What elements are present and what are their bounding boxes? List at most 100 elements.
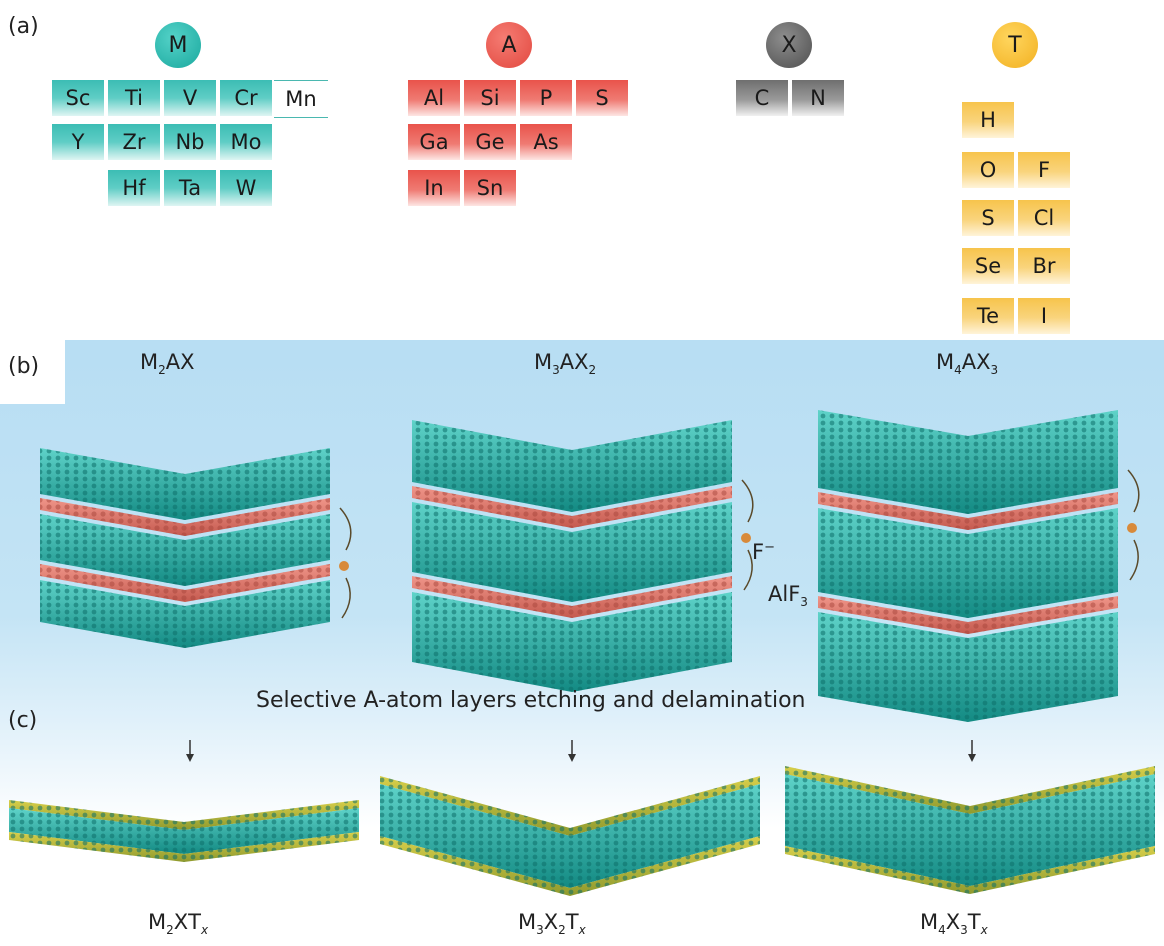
m-layer-block-atoms <box>40 448 330 520</box>
element-cell: Nb <box>164 124 216 160</box>
m-layer-block-atoms <box>412 420 732 512</box>
panel-label-b: (b) <box>8 354 40 379</box>
element-cell: C <box>736 80 788 116</box>
m-layer-block-atoms <box>818 410 1118 514</box>
element-cell: Te <box>962 298 1014 334</box>
reaction-arrow <box>341 577 351 619</box>
reaction-arrow <box>1127 469 1140 513</box>
etching-caption: Selective A-atom layers etching and dela… <box>256 688 806 713</box>
m-layer-block-atoms <box>412 592 732 692</box>
mxene-label-m4x3tx: M4X3Tx <box>920 910 988 937</box>
fluoride-ion-label: F− <box>752 540 775 564</box>
a-atom-layer-atoms <box>818 596 1118 634</box>
a-element-group: A Al Si P S Ga Ge As In Sn <box>408 22 638 232</box>
element-cell: Ta <box>164 170 216 206</box>
reaction-arrow <box>1129 539 1139 581</box>
reaction-arrow <box>743 549 753 591</box>
reaction-arrow <box>741 479 754 523</box>
a-atom-layer-atoms <box>40 564 330 602</box>
element-cell: Ti <box>108 80 160 116</box>
formula-subscript: 4 <box>954 363 962 378</box>
formula-symbol: M <box>148 910 167 934</box>
a-atom-layer-atoms <box>40 498 330 536</box>
element-cell: Cr <box>220 80 272 116</box>
formula-symbol: M <box>518 910 537 934</box>
formula-symbol: X <box>945 910 961 934</box>
max-phase-label-m2ax: M2AX <box>140 350 195 377</box>
surface-termination-layer-atoms <box>9 800 359 830</box>
formula-subscript: 3 <box>800 595 808 610</box>
mxene-label-m2xtx: M2XTx <box>148 910 208 937</box>
panel-label-c: (c) <box>8 708 38 733</box>
element-cell: S <box>962 200 1014 236</box>
element-cell: V <box>164 80 216 116</box>
alf3-label: AlF3 <box>768 582 808 609</box>
a-symbol-circle: A <box>486 22 532 68</box>
element-cell: Y <box>52 124 104 160</box>
max-phase-label-m4ax3: M4AX3 <box>936 350 998 377</box>
element-cell: In <box>408 170 460 206</box>
formula-symbol: AX <box>165 350 195 374</box>
formula-symbol: X <box>173 910 189 934</box>
formula-symbol: M <box>920 910 939 934</box>
t-symbol-circle: T <box>992 22 1038 68</box>
mxene-core-layer-atoms <box>9 808 359 854</box>
mxene-core-layer-atoms <box>785 774 1155 886</box>
formula-symbol: AX <box>559 350 589 374</box>
x-element-group: X C N <box>736 22 856 132</box>
formula-symbol: X <box>543 910 559 934</box>
element-cell: H <box>962 102 1014 138</box>
element-cell: Al <box>408 80 460 116</box>
element-cell: Zr <box>108 124 160 160</box>
formula-subscript: 3 <box>552 363 560 378</box>
alf3-molecule-icon <box>741 533 751 543</box>
element-cell: Br <box>1018 248 1070 284</box>
formula-superscript: − <box>764 540 775 555</box>
element-cell: S <box>576 80 628 116</box>
alf3-molecule-icon <box>339 561 349 571</box>
formula-subscript: 2 <box>588 363 597 378</box>
m-layer-block-atoms <box>40 580 330 648</box>
element-cell: Ge <box>464 124 516 160</box>
element-cell: I <box>1018 298 1070 334</box>
element-cell-outlined: Mn <box>274 80 328 118</box>
m-layer-block-atoms <box>818 612 1118 722</box>
element-cell: P <box>520 80 572 116</box>
formula-symbol: AlF <box>768 582 801 606</box>
formula-symbol: T <box>565 910 579 934</box>
panel-b-background-top <box>65 340 1164 356</box>
formula-subscript: 2 <box>158 363 166 378</box>
t-element-group: T H O F S Cl Se Br Te I <box>962 22 1082 334</box>
m-layer-block-atoms <box>412 502 732 602</box>
formula-subscript: x <box>200 923 209 938</box>
element-cell: Si <box>464 80 516 116</box>
down-arrow-head <box>568 754 576 762</box>
reaction-arrow <box>339 507 352 551</box>
element-cell: Se <box>962 248 1014 284</box>
mxene-label-m3x2tx: M3X2Tx <box>518 910 586 937</box>
formula-symbol: M <box>936 350 955 374</box>
formula-subscript: 2 <box>166 923 174 938</box>
formula-subscript: 3 <box>536 923 544 938</box>
formula-subscript: x <box>578 923 586 938</box>
element-cell: F <box>1018 152 1070 188</box>
element-cell: W <box>220 170 272 206</box>
formula-subscript: x <box>980 923 988 938</box>
formula-subscript: 4 <box>938 923 946 938</box>
m-symbol-circle: M <box>155 22 201 68</box>
a-atom-layer-atoms <box>412 486 732 528</box>
formula-symbol: T <box>188 910 201 934</box>
max-phase-label-m3ax2: M3AX2 <box>534 350 596 377</box>
formula-symbol: M <box>140 350 159 374</box>
formula-symbol: F <box>752 540 765 564</box>
element-cell: Hf <box>108 170 160 206</box>
element-cell: O <box>962 152 1014 188</box>
element-cell: Cl <box>1018 200 1070 236</box>
a-atom-layer-atoms <box>818 492 1118 530</box>
formula-symbol: M <box>534 350 553 374</box>
formula-subscript: 2 <box>558 923 566 938</box>
m-element-group: M Sc Ti V Cr Mn Y Zr Nb Mo Hf Ta W <box>52 22 332 232</box>
formula-subscript: 3 <box>990 363 999 378</box>
